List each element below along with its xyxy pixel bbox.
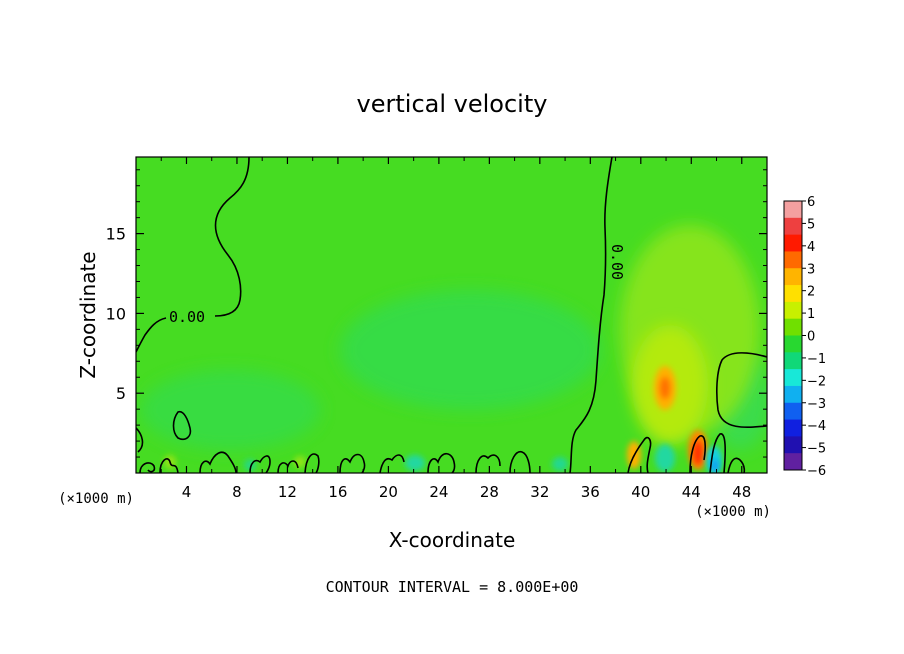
plot-area: 0.00 0.00 [136,157,767,473]
x-tick-label: 40 [631,483,650,501]
colorbar-segment [784,369,802,387]
colorbar-segment [784,453,802,471]
x-tick-label: 28 [480,483,499,501]
colorbar-segment [784,335,802,353]
y-tick-label: 10 [106,304,126,323]
x-tick-label: 44 [682,483,701,501]
colorbar-segment [784,419,802,437]
zero-contours [136,157,767,473]
chart-title: vertical velocity [357,90,548,118]
colorbar-tick-label: −4 [807,419,826,434]
colorbar-tick-label: 6 [807,195,815,210]
colorbar-segment [784,318,802,336]
x-unit-label-right: (×1000 m) [695,504,771,520]
y-axis-label: Z-coordinate [76,251,100,378]
colorbar-tick-label: 1 [807,307,815,322]
x-unit-label-left: (×1000 m) [58,491,134,507]
colorbar-segment [784,201,802,219]
contour-label: 0.00 [608,244,626,280]
updraft-core [693,441,703,465]
y-axis: 5 10 15 [106,169,767,458]
colorbar-tick-label: −5 [807,442,826,457]
colorbar-segment [784,436,802,454]
surface-cell [405,455,425,471]
colorbar-tick-label: 4 [807,240,815,255]
y-tick-label: 5 [116,384,126,403]
x-tick-label: 20 [379,483,398,501]
colorbar-tick-label: 3 [807,262,815,277]
x-tick-label: 16 [328,483,347,501]
x-tick-label: 4 [182,483,192,501]
colorbar-segment [784,352,802,370]
colorbar-segment [784,402,802,421]
x-tick-label: 48 [732,483,751,501]
plot-frame [135,156,768,474]
colorbar-tick-label: 2 [807,285,815,300]
colorbar-segment [784,301,802,320]
y-tick-label: 15 [106,225,126,244]
colorbar-segment [784,251,802,269]
surface-cell [552,457,568,471]
colorbar-tick-label: 0 [807,330,815,345]
contour-interval-footer: CONTOUR INTERVAL = 8.000E+00 [326,578,579,596]
downdraft-core [655,444,675,472]
colorbar-tick-label: −6 [807,464,826,479]
colorbar-tick-label: −2 [807,374,826,389]
weak-downdraft-region [140,370,320,450]
contour-label: 0.00 [169,308,205,326]
colorbar-tick-label: −1 [807,352,826,367]
colorbar-segment [784,385,802,404]
x-axis: 4 8 12 16 20 24 28 32 36 40 44 48 [160,157,751,501]
weak-downdraft-region [340,290,600,410]
updraft-core [660,377,670,399]
colorbar-segment [784,268,802,286]
colorbar-tick-label: 5 [807,217,815,232]
x-tick-label: 8 [232,483,242,501]
colorbar-segment [784,285,802,303]
x-axis-label: X-coordinate [389,528,516,552]
x-tick-label: 32 [530,483,549,501]
colorbar-segment [784,217,802,236]
x-tick-label: 24 [429,483,448,501]
x-tick-label: 36 [581,483,600,501]
colorbar-tick-label: −3 [807,397,826,412]
colorbar: 6 5 4 3 2 1 0 −1 −2 −3 −4 −5 −6 [783,195,826,479]
x-tick-label: 12 [278,483,297,501]
colorbar-segment [784,234,802,252]
